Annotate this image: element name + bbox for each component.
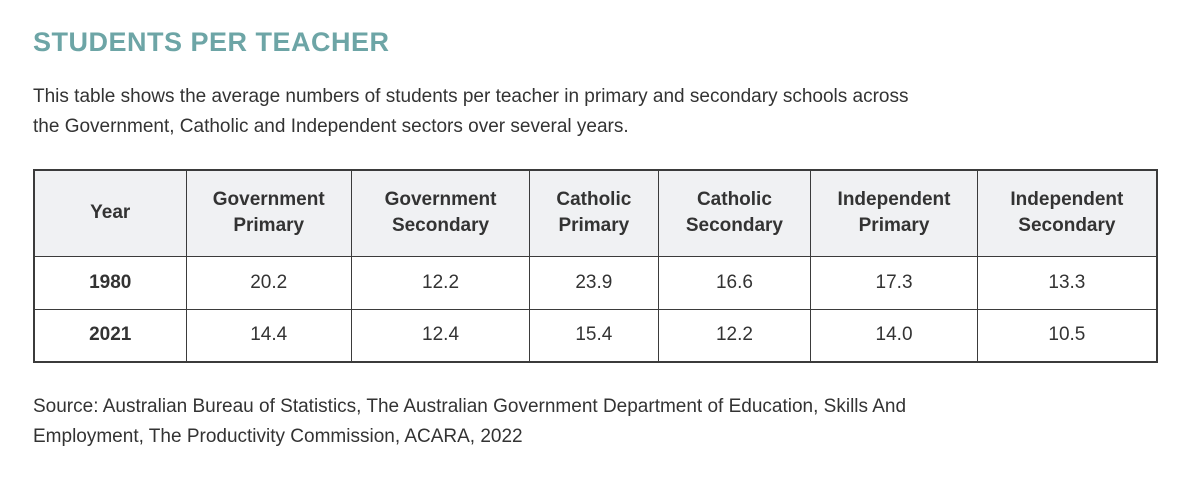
column-header-catholic-secondary: Catholic Secondary bbox=[657, 169, 812, 257]
table-cell: 12.2 bbox=[350, 255, 531, 310]
table-cell: 14.0 bbox=[810, 308, 978, 363]
table-body: 1980 20.2 12.2 23.9 16.6 17.3 13.3 2021 … bbox=[33, 255, 1158, 363]
table-cell: 10.5 bbox=[976, 308, 1158, 363]
row-header-year: 1980 bbox=[33, 255, 187, 310]
source-line-1: Source: Australian Bureau of Statistics,… bbox=[33, 396, 907, 417]
table-cell: 17.3 bbox=[810, 255, 978, 310]
column-header-independent-primary: Independent Primary bbox=[810, 169, 978, 257]
table-cell: 14.4 bbox=[185, 308, 352, 363]
table-cell: 12.4 bbox=[350, 308, 531, 363]
source-note: Source: Australian Bureau of Statistics,… bbox=[33, 392, 1166, 452]
description-line-1: This table shows the average numbers of … bbox=[33, 86, 909, 107]
row-header-year: 2021 bbox=[33, 308, 187, 363]
table-header-row: Year Government Primary Government Secon… bbox=[33, 169, 1158, 257]
description-line-2: the Government, Catholic and Independent… bbox=[33, 116, 629, 137]
table-cell: 16.6 bbox=[657, 255, 812, 310]
column-header-government-primary: Government Primary bbox=[185, 169, 352, 257]
column-header-year: Year bbox=[33, 169, 187, 257]
source-line-2: Employment, The Productivity Commission,… bbox=[33, 426, 523, 447]
description-paragraph: This table shows the average numbers of … bbox=[33, 82, 1166, 142]
table-cell: 15.4 bbox=[529, 308, 659, 363]
table-cell: 20.2 bbox=[185, 255, 352, 310]
table-cell: 12.2 bbox=[657, 308, 812, 363]
table-header: Year Government Primary Government Secon… bbox=[33, 169, 1158, 257]
table-row-1980: 1980 20.2 12.2 23.9 16.6 17.3 13.3 bbox=[33, 255, 1158, 310]
column-header-independent-secondary: Independent Secondary bbox=[976, 169, 1158, 257]
column-header-government-secondary: Government Secondary bbox=[350, 169, 531, 257]
column-header-catholic-primary: Catholic Primary bbox=[529, 169, 659, 257]
table-cell: 13.3 bbox=[976, 255, 1158, 310]
students-per-teacher-table: Year Government Primary Government Secon… bbox=[33, 169, 1158, 363]
table-cell: 23.9 bbox=[529, 255, 659, 310]
table-row-2021: 2021 14.4 12.4 15.4 12.2 14.0 10.5 bbox=[33, 308, 1158, 363]
page-title: STUDENTS PER TEACHER bbox=[33, 27, 390, 57]
